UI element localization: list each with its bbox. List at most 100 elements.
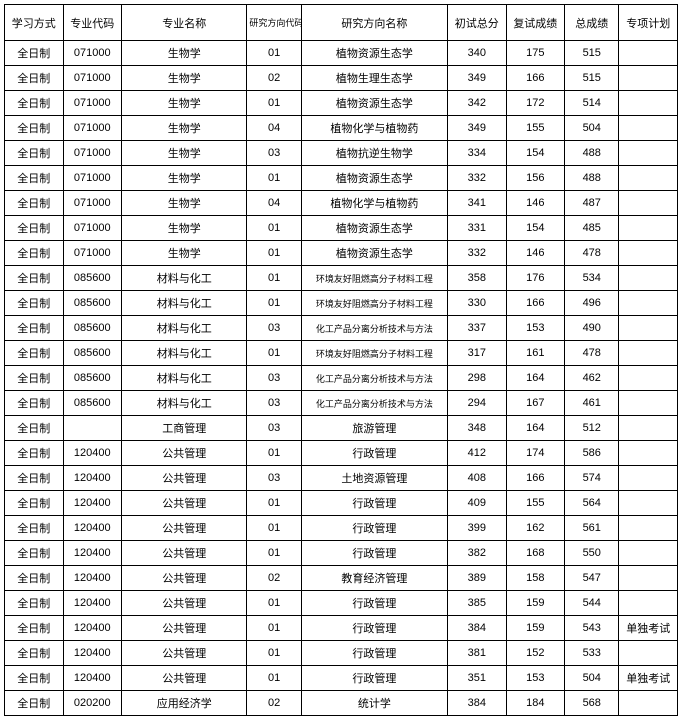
cell-9-6: 176: [506, 266, 565, 291]
cell-18-8: [619, 491, 678, 516]
cell-14-5: 294: [448, 391, 507, 416]
cell-25-8: 单独考试: [619, 666, 678, 691]
table-row: 全日制工商管理03旅游管理348164512: [5, 416, 678, 441]
cell-26-5: 384: [448, 691, 507, 716]
cell-5-0: 全日制: [5, 166, 64, 191]
cell-19-8: [619, 516, 678, 541]
cell-20-3: 01: [247, 541, 301, 566]
cell-6-3: 04: [247, 191, 301, 216]
cell-15-2: 工商管理: [122, 416, 247, 441]
cell-2-4: 植物资源生态学: [301, 91, 447, 116]
table-row: 全日制071000生物学02植物生理生态学349166515: [5, 66, 678, 91]
cell-2-7: 514: [565, 91, 619, 116]
cell-1-3: 02: [247, 66, 301, 91]
cell-14-1: 085600: [63, 391, 122, 416]
cell-8-5: 332: [448, 241, 507, 266]
cell-13-5: 298: [448, 366, 507, 391]
cell-7-2: 生物学: [122, 216, 247, 241]
cell-7-4: 植物资源生态学: [301, 216, 447, 241]
cell-12-1: 085600: [63, 341, 122, 366]
cell-15-8: [619, 416, 678, 441]
cell-11-3: 03: [247, 316, 301, 341]
cell-7-0: 全日制: [5, 216, 64, 241]
table-row: 全日制120400公共管理01行政管理351153504单独考试: [5, 666, 678, 691]
cell-16-5: 412: [448, 441, 507, 466]
cell-5-8: [619, 166, 678, 191]
cell-26-3: 02: [247, 691, 301, 716]
cell-25-6: 153: [506, 666, 565, 691]
cell-15-5: 348: [448, 416, 507, 441]
cell-18-1: 120400: [63, 491, 122, 516]
cell-6-6: 146: [506, 191, 565, 216]
cell-21-0: 全日制: [5, 566, 64, 591]
cell-21-5: 389: [448, 566, 507, 591]
cell-25-0: 全日制: [5, 666, 64, 691]
cell-23-7: 543: [565, 616, 619, 641]
cell-8-7: 478: [565, 241, 619, 266]
cell-10-1: 085600: [63, 291, 122, 316]
cell-4-7: 488: [565, 141, 619, 166]
cell-15-3: 03: [247, 416, 301, 441]
cell-3-8: [619, 116, 678, 141]
cell-17-5: 408: [448, 466, 507, 491]
cell-4-3: 03: [247, 141, 301, 166]
cell-1-5: 349: [448, 66, 507, 91]
cell-25-2: 公共管理: [122, 666, 247, 691]
cell-16-6: 174: [506, 441, 565, 466]
cell-1-6: 166: [506, 66, 565, 91]
cell-9-8: [619, 266, 678, 291]
table-row: 全日制120400公共管理01行政管理384159543单独考试: [5, 616, 678, 641]
cell-2-3: 01: [247, 91, 301, 116]
cell-19-5: 399: [448, 516, 507, 541]
cell-9-1: 085600: [63, 266, 122, 291]
col-header-4: 研究方向名称: [301, 5, 447, 41]
cell-20-5: 382: [448, 541, 507, 566]
cell-7-8: [619, 216, 678, 241]
cell-23-1: 120400: [63, 616, 122, 641]
cell-17-8: [619, 466, 678, 491]
cell-19-1: 120400: [63, 516, 122, 541]
col-header-1: 专业代码: [63, 5, 122, 41]
cell-1-1: 071000: [63, 66, 122, 91]
cell-17-0: 全日制: [5, 466, 64, 491]
table-row: 全日制120400公共管理01行政管理381152533: [5, 641, 678, 666]
cell-22-8: [619, 591, 678, 616]
cell-2-1: 071000: [63, 91, 122, 116]
cell-24-7: 533: [565, 641, 619, 666]
table-row: 全日制071000生物学04植物化学与植物药341146487: [5, 191, 678, 216]
cell-23-4: 行政管理: [301, 616, 447, 641]
cell-12-0: 全日制: [5, 341, 64, 366]
cell-21-1: 120400: [63, 566, 122, 591]
cell-10-2: 材料与化工: [122, 291, 247, 316]
cell-17-6: 166: [506, 466, 565, 491]
cell-14-8: [619, 391, 678, 416]
cell-25-4: 行政管理: [301, 666, 447, 691]
col-header-0: 学习方式: [5, 5, 64, 41]
cell-17-4: 土地资源管理: [301, 466, 447, 491]
cell-11-7: 490: [565, 316, 619, 341]
cell-21-4: 教育经济管理: [301, 566, 447, 591]
cell-3-1: 071000: [63, 116, 122, 141]
cell-21-7: 547: [565, 566, 619, 591]
cell-10-6: 166: [506, 291, 565, 316]
table-row: 全日制085600材料与化工01环境友好阻燃高分子材料工程317161478: [5, 341, 678, 366]
cell-16-1: 120400: [63, 441, 122, 466]
cell-19-6: 162: [506, 516, 565, 541]
cell-17-2: 公共管理: [122, 466, 247, 491]
cell-12-3: 01: [247, 341, 301, 366]
cell-22-1: 120400: [63, 591, 122, 616]
cell-13-7: 462: [565, 366, 619, 391]
cell-0-6: 175: [506, 41, 565, 66]
cell-0-1: 071000: [63, 41, 122, 66]
cell-23-3: 01: [247, 616, 301, 641]
cell-25-5: 351: [448, 666, 507, 691]
cell-19-0: 全日制: [5, 516, 64, 541]
cell-26-2: 应用经济学: [122, 691, 247, 716]
cell-10-4: 环境友好阻燃高分子材料工程: [301, 291, 447, 316]
cell-24-8: [619, 641, 678, 666]
cell-9-7: 534: [565, 266, 619, 291]
cell-7-7: 485: [565, 216, 619, 241]
cell-14-6: 167: [506, 391, 565, 416]
cell-2-5: 342: [448, 91, 507, 116]
cell-15-1: [63, 416, 122, 441]
